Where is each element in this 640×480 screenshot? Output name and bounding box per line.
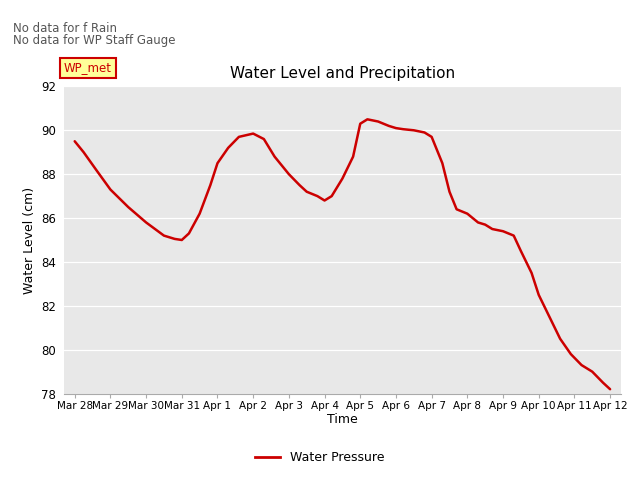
Text: No data for f Rain: No data for f Rain: [13, 22, 116, 35]
Legend: Water Pressure: Water Pressure: [250, 446, 390, 469]
Text: No data for WP Staff Gauge: No data for WP Staff Gauge: [13, 34, 175, 47]
Title: Water Level and Precipitation: Water Level and Precipitation: [230, 66, 455, 81]
Y-axis label: Water Level (cm): Water Level (cm): [23, 186, 36, 294]
X-axis label: Time: Time: [327, 413, 358, 426]
Text: WP_met: WP_met: [64, 61, 112, 74]
